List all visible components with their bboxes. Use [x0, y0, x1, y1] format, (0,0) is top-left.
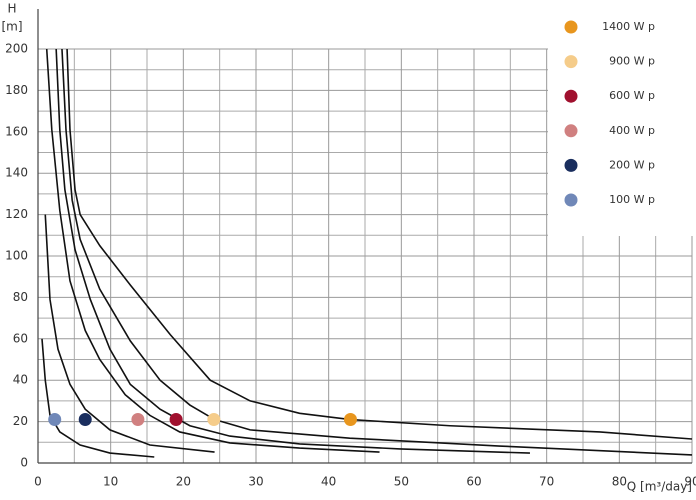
- x-axis-label: Q [m³/day]: [627, 480, 692, 494]
- y-tick-label: 0: [20, 456, 28, 470]
- x-tick-label: 70: [539, 475, 554, 489]
- legend-marker: [564, 55, 578, 69]
- legend-label: 600 W p: [609, 89, 655, 102]
- marker: [48, 413, 62, 427]
- marker: [131, 413, 145, 427]
- curve: [45, 48, 380, 453]
- legend-marker: [564, 124, 578, 138]
- legend-marker: [564, 193, 578, 207]
- legend: 1400 W p 900 W p 600 W p 400 W p 200 W p 100 …: [548, 4, 696, 236]
- y-tick-label: 200: [5, 42, 28, 56]
- y-tick-label: 100: [5, 249, 28, 263]
- x-tick-label: 90: [684, 475, 696, 489]
- x-tick-label: 20: [176, 475, 191, 489]
- x-tick-label: 50: [394, 475, 409, 489]
- y-tick-label: 180: [5, 83, 28, 97]
- y-tick-label: 80: [13, 290, 28, 304]
- y-tick-label: 20: [13, 414, 28, 428]
- x-tick-label: 40: [321, 475, 336, 489]
- legend-marker: [564, 89, 578, 103]
- legend-marker: [564, 20, 578, 34]
- y-tick-label: 40: [13, 373, 28, 387]
- x-tick-label: 80: [612, 475, 627, 489]
- y-tick-label: 140: [5, 166, 28, 180]
- legend-label: 100 W p: [609, 193, 655, 206]
- legend-marker: [564, 158, 578, 172]
- marker: [343, 413, 357, 427]
- y-tick-label: 160: [5, 124, 28, 138]
- curve: [41, 338, 155, 458]
- x-tick-label: 30: [248, 475, 263, 489]
- legend-label: 200 W p: [609, 158, 655, 171]
- y-tick-label: 60: [13, 331, 28, 345]
- y-axis-label: H: [7, 2, 16, 16]
- legend-label: 900 W p: [609, 55, 655, 68]
- y-tick-label: 120: [5, 207, 28, 221]
- curve: [44, 214, 215, 453]
- curve: [55, 48, 530, 454]
- legend-label: 1400 W p: [602, 20, 655, 33]
- legend-label: 400 W p: [609, 124, 655, 137]
- x-tick-label: 0: [34, 475, 42, 489]
- curve: [61, 48, 693, 456]
- x-tick-label: 10: [103, 475, 118, 489]
- marker: [78, 413, 92, 427]
- x-tick-label: 60: [466, 475, 481, 489]
- marker: [207, 413, 221, 427]
- y-axis-label: [m]: [1, 20, 22, 34]
- marker: [169, 413, 183, 427]
- curve: [66, 48, 693, 440]
